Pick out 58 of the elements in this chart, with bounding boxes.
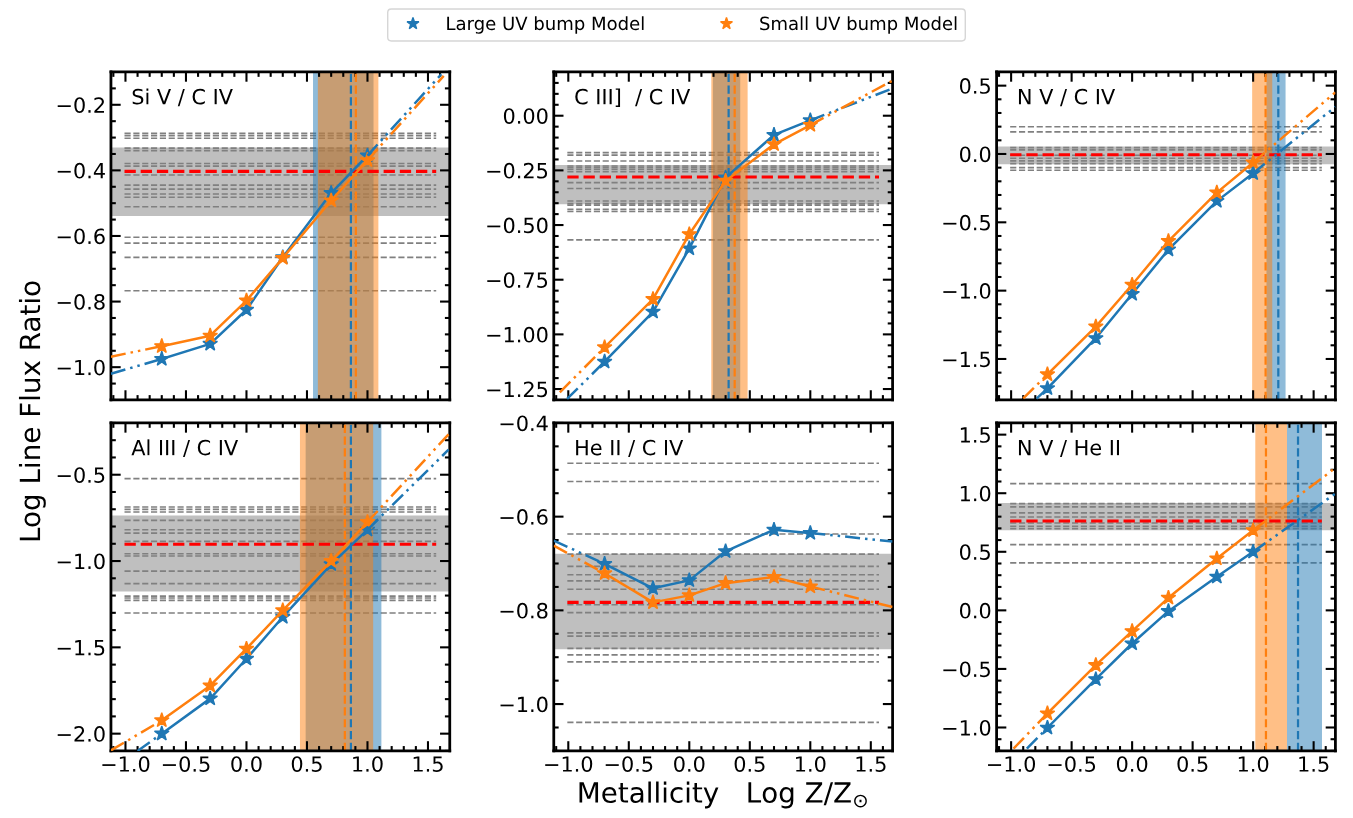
annotation: N V / He II — [1018, 439, 1119, 458]
annotation: N V / C IV — [1018, 88, 1116, 107]
x-tick-label: 1.5 — [413, 756, 443, 772]
y-tick-label: 1.0 — [960, 485, 991, 502]
y-tick-label: 0.5 — [959, 78, 990, 94]
y-tick-label: 1.5 — [960, 427, 990, 443]
annotation: Si V / C IV — [132, 88, 233, 107]
x-tick-label: 1.5 — [1299, 756, 1329, 772]
x-tick-label: 0.0 — [1116, 756, 1148, 772]
y-tick-label: −1.25 — [487, 381, 548, 398]
y-tick-label: −2.0 — [57, 726, 105, 742]
y-tick-label: −0.4 — [57, 162, 105, 179]
x-tick-label: 1.0 — [1238, 756, 1269, 772]
y-tick-label: 0.0 — [959, 146, 991, 163]
y-tick-label: −1.0 — [57, 553, 105, 570]
y-tick-label: −0.5 — [57, 467, 105, 483]
y-tick-label: −0.8 — [57, 294, 105, 310]
y-tick-label: 0.00 — [503, 108, 548, 124]
y-tick-label: 0.5 — [959, 544, 990, 560]
x-tick-label: −1.0 — [102, 756, 150, 772]
y-tick-label: −1.0 — [57, 359, 105, 376]
y-tick-label: −0.6 — [500, 509, 548, 525]
y-axis-title: Log Line Flux Ratio — [18, 281, 46, 541]
y-tick-label: −1.0 — [500, 696, 548, 713]
x-tick-label: −1.0 — [988, 756, 1036, 772]
x-tick-label: −0.5 — [162, 756, 210, 772]
x-tick-label: 1.0 — [796, 756, 826, 772]
x-tick-label: 0.0 — [231, 756, 262, 772]
x-tick-label: 0.5 — [1177, 756, 1208, 772]
y-tick-label: −0.75 — [487, 272, 548, 288]
legend-label: Small UV bump Model — [760, 16, 957, 34]
x-tick-label: 0.5 — [734, 756, 765, 772]
x-tick-label: 0.5 — [291, 756, 322, 772]
y-tick-label: −0.2 — [57, 97, 104, 113]
x-tick-label: 1.0 — [353, 756, 383, 772]
y-tick-label: −0.5 — [943, 214, 990, 231]
y-tick-label: −1.00 — [487, 326, 548, 343]
x-tick-label: −0.5 — [1048, 756, 1096, 772]
y-tick-label: −0.8 — [500, 602, 548, 619]
annotation: C III] / C IV — [575, 88, 691, 107]
x-tick-label: −0.5 — [605, 756, 653, 772]
y-tick-label: 0.0 — [959, 602, 991, 619]
y-tick-label: −0.4 — [500, 415, 548, 432]
y-tick-label: −1.0 — [943, 719, 991, 736]
y-tick-label: −0.6 — [57, 228, 105, 245]
x-tick-label: 0.0 — [674, 756, 705, 772]
y-tick-label: −0.25 — [487, 162, 548, 179]
legend-label: Large UV bump Model — [447, 16, 644, 34]
annotation: He II / C IV — [576, 439, 684, 458]
x-tick-label: 1.5 — [856, 756, 886, 772]
annotation: Al III / C IV — [131, 439, 239, 458]
x-axis-title: Metallicity Log Z/Z$_{⊙}$ — [579, 781, 867, 809]
y-tick-label: −1.0 — [943, 283, 991, 299]
y-tick-label: −1.5 — [943, 351, 990, 368]
x-tick-label: −1.0 — [545, 756, 593, 772]
y-tick-label: −0.5 — [943, 661, 990, 678]
y-tick-label: −0.50 — [487, 217, 548, 234]
y-tick-label: −1.5 — [57, 640, 105, 656]
